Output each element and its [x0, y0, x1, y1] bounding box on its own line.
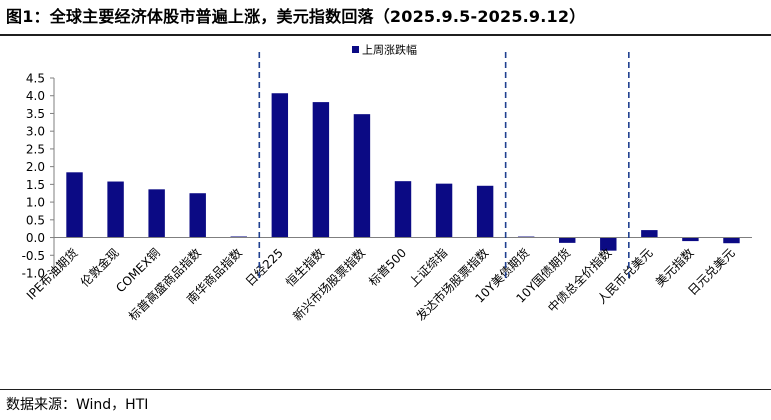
- legend: 上周涨跌幅: [352, 43, 417, 57]
- bar: [600, 237, 617, 251]
- y-tick-label: 3.0: [26, 125, 45, 139]
- y-tick-label: 1.0: [26, 196, 45, 210]
- bar: [394, 181, 412, 238]
- bar: [559, 237, 576, 243]
- y-tick-label: 0.0: [26, 231, 45, 245]
- y-tick-label: -0.5: [22, 249, 45, 263]
- bar: [435, 183, 453, 238]
- bar: [641, 230, 658, 238]
- y-tick-label: -1.0: [22, 267, 45, 281]
- x-tick-label: 标普500: [366, 246, 409, 289]
- bar: [107, 181, 124, 238]
- y-tick-label: 4.5: [26, 72, 45, 86]
- x-axis: IPE布油期货伦敦金现COMEX铜标普高盛商品指数南华商品指数日经225恒生指数…: [23, 237, 752, 324]
- y-tick-label: 2.0: [26, 160, 45, 174]
- bar-chart: 4.5 4.0 3.5 3.0 2.5 2.0 1.5 1.0 0.5 0.0 -0.5 -1.0 I…: [22, 43, 752, 324]
- x-tick-label: 新兴市场股票指数: [290, 245, 368, 323]
- y-tick-label: 1.5: [26, 178, 45, 192]
- bar: [230, 236, 247, 238]
- bar: [189, 193, 206, 238]
- bar: [476, 185, 494, 238]
- bar: [148, 189, 165, 238]
- bar: [312, 102, 330, 238]
- chart-title: 图1：全球主要经济体股市普遍上涨，美元指数回落（2025.9.5-2025.9.…: [6, 7, 586, 26]
- bar: [66, 172, 83, 238]
- footer-divider: [0, 389, 771, 390]
- section-dividers: [258, 52, 630, 281]
- y-axis: 4.5 4.0 3.5 3.0 2.5 2.0 1.5 1.0 0.5 0.0 -0.5 -1.0: [22, 72, 55, 281]
- x-tick-label: 发达市场股票指数: [413, 245, 491, 323]
- y-tick-label: 2.5: [26, 142, 45, 156]
- x-tick-label: 日经225: [243, 246, 286, 289]
- title-divider: [0, 34, 771, 36]
- y-tick-label: 0.5: [26, 213, 45, 227]
- legend-swatch: [352, 46, 359, 53]
- y-tick-label: 4.0: [26, 89, 45, 103]
- y-tick-label: 3.5: [26, 107, 45, 121]
- bar: [271, 93, 289, 238]
- bar: [353, 114, 371, 238]
- legend-label: 上周涨跌幅: [362, 43, 417, 57]
- x-tick-label: 标普高盛商品指数: [125, 245, 203, 323]
- data-source: 数据来源：Wind，HTI: [6, 397, 149, 413]
- bar: [682, 237, 699, 242]
- bars: [66, 93, 740, 251]
- bar: [723, 237, 740, 244]
